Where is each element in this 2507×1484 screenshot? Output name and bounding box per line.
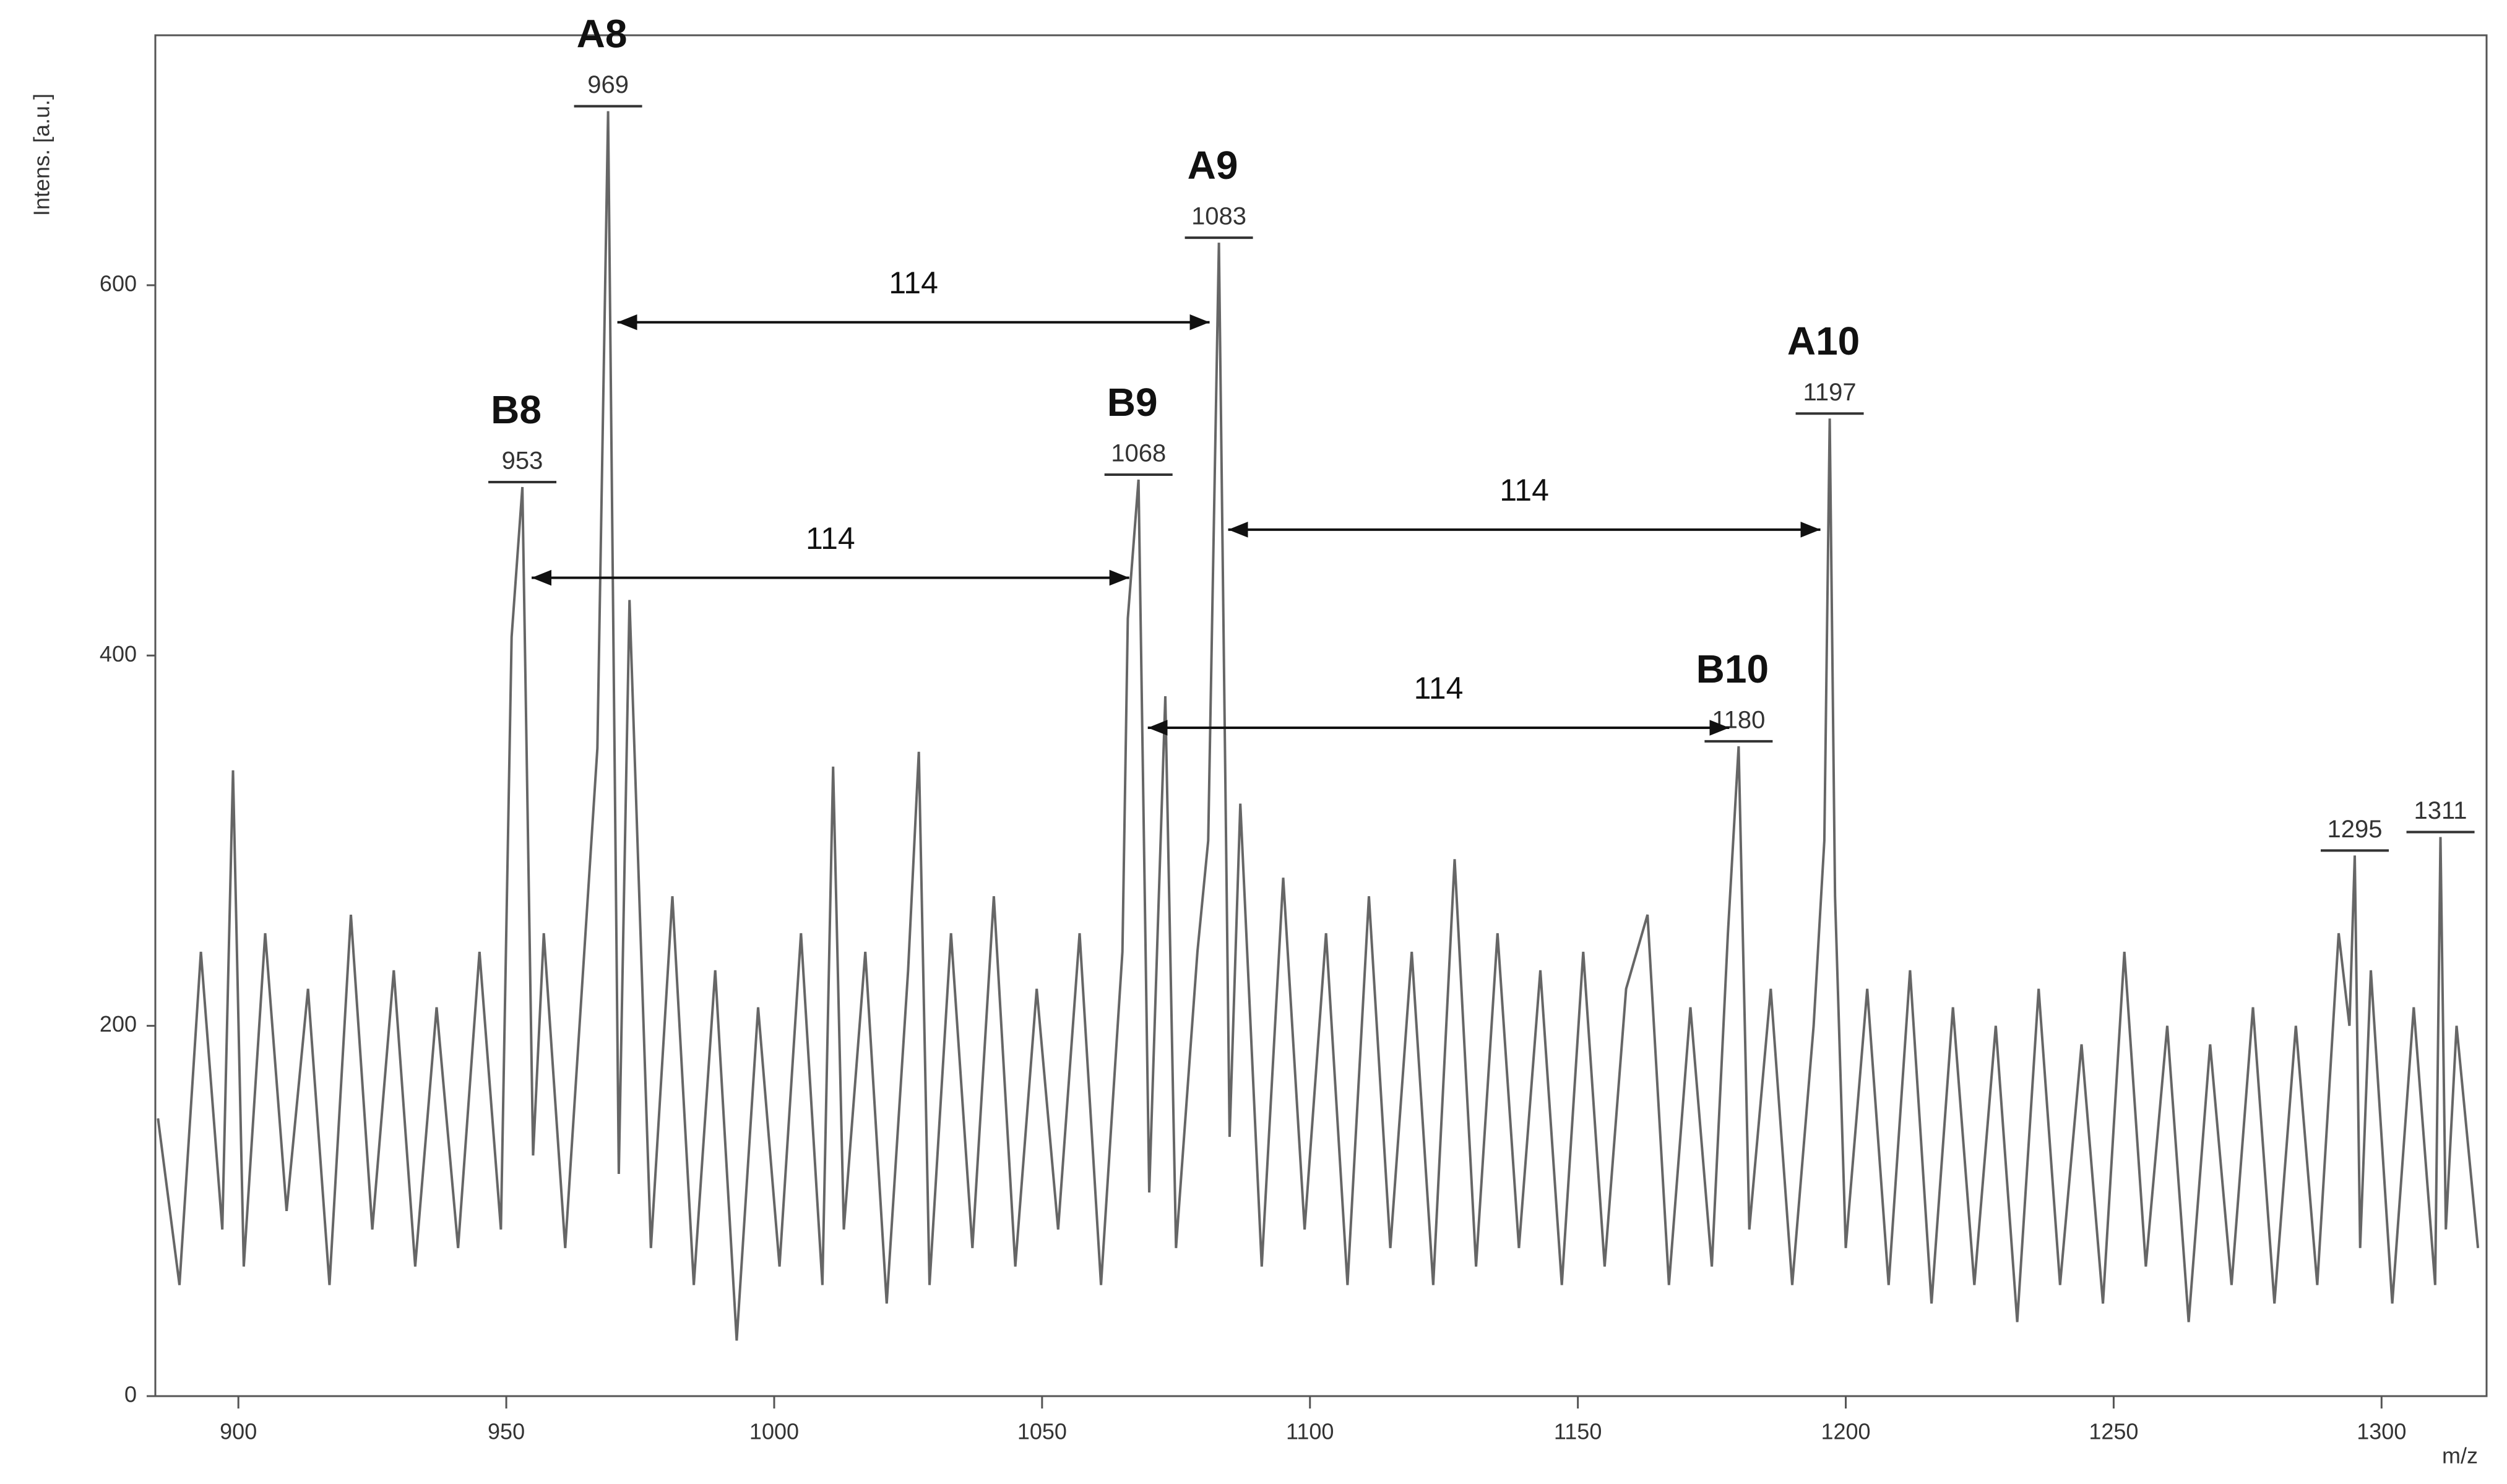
y-tick-label: 400	[100, 641, 137, 667]
x-axis-label: m/z	[2442, 1443, 2478, 1469]
peak-label: 1197	[1803, 379, 1857, 406]
peak-name: B8	[491, 387, 542, 432]
y-axis-label: Intens. [a.u.]	[29, 93, 54, 216]
x-tick-label: 900	[220, 1419, 257, 1444]
spectrum-line	[157, 111, 2480, 1341]
x-tick-label: 1150	[1554, 1419, 1602, 1444]
peak-name: A8	[577, 12, 628, 56]
x-tick-label: 1300	[2357, 1419, 2406, 1444]
peak-label: 1068	[1111, 440, 1166, 467]
y-tick-label: 0	[124, 1382, 137, 1407]
peak-label: 1083	[1191, 203, 1246, 230]
peak-name: B10	[1696, 647, 1769, 691]
peak-label: 1180	[1712, 706, 1765, 733]
x-tick-label: 950	[488, 1419, 525, 1444]
difference-label: 114	[806, 521, 855, 556]
plot-frame	[154, 34, 2488, 1397]
peak-label: 1295	[2328, 816, 2383, 843]
peak-name: B9	[1107, 380, 1158, 425]
peak-label: 969	[587, 71, 629, 98]
x-tick-label: 1000	[749, 1419, 799, 1444]
peak-name: A9	[1188, 143, 1238, 188]
y-tick-label: 600	[100, 270, 137, 296]
peak-name: A10	[1787, 319, 1860, 363]
difference-label: 114	[1414, 671, 1464, 705]
y-tick-label: 200	[100, 1011, 137, 1037]
difference-label: 114	[889, 265, 938, 300]
peak-label: 953	[502, 447, 543, 475]
x-tick-label: 1100	[1286, 1419, 1334, 1444]
difference-label: 114	[1499, 473, 1549, 507]
x-tick-label: 1250	[2089, 1419, 2138, 1444]
x-tick-label: 1050	[1017, 1419, 1067, 1444]
x-tick-label: 1200	[1821, 1419, 1870, 1444]
peak-label: 1311	[2414, 797, 2467, 824]
